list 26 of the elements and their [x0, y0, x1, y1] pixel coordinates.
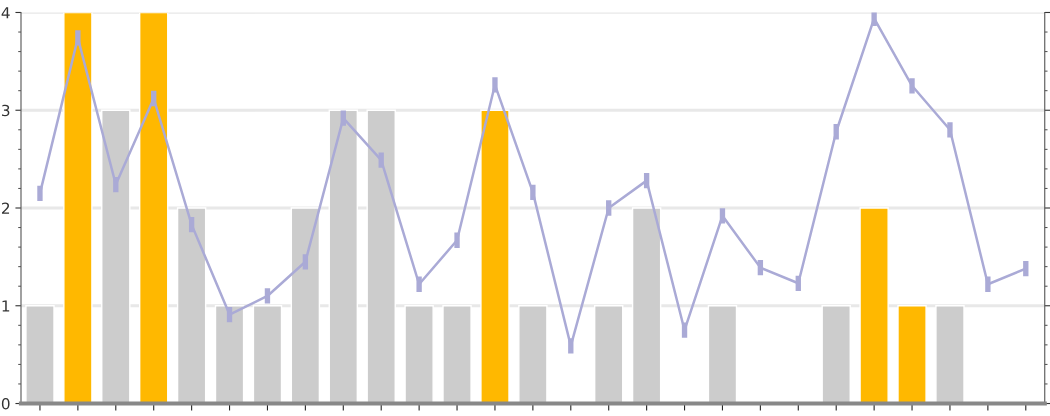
bar — [821, 305, 851, 404]
bar — [707, 305, 738, 404]
bar — [252, 305, 283, 404]
bar — [214, 305, 245, 404]
bar — [176, 207, 207, 404]
bar — [631, 207, 662, 404]
bar — [138, 12, 169, 404]
bar — [442, 305, 472, 404]
bar — [25, 305, 55, 404]
y-tick-label: 0 — [1, 397, 10, 410]
bar — [897, 305, 927, 404]
bar — [328, 109, 359, 404]
bar — [518, 305, 548, 404]
bar — [101, 109, 131, 404]
bar — [859, 207, 889, 404]
bar — [366, 109, 396, 404]
bar — [480, 109, 510, 404]
bar — [593, 305, 624, 404]
y-tick-label: 3 — [2, 104, 10, 117]
bar — [63, 12, 93, 404]
bar — [935, 305, 965, 404]
y-tick-label: 2 — [1, 202, 10, 214]
bar — [404, 305, 434, 404]
bar — [290, 207, 321, 404]
y-tick-label: 4 — [1, 7, 10, 19]
y-tick-label: 1 — [2, 300, 10, 312]
